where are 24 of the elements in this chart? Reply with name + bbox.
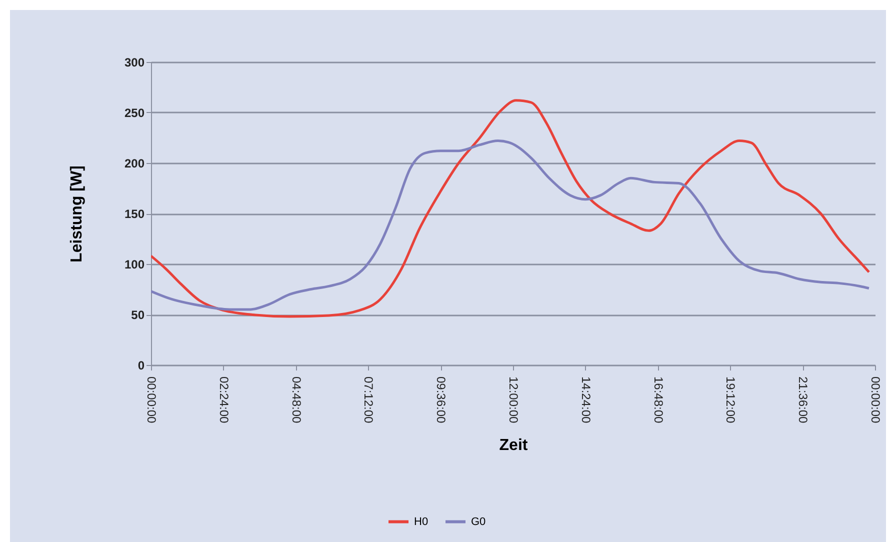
- x-axis-title: Zeit: [499, 437, 528, 454]
- legend-label: G0: [471, 516, 486, 528]
- y-axis-title: Leistung [W]: [68, 166, 86, 262]
- y-tick-label: 250: [124, 106, 145, 120]
- x-tick-label: 00:00:00: [868, 376, 882, 424]
- x-tick-label: 19:12:00: [724, 376, 738, 424]
- y-tick-label: 50: [131, 308, 145, 322]
- x-tick-label: 04:48:00: [289, 376, 304, 424]
- y-tick-label: 150: [124, 207, 145, 221]
- x-tick-label: 12:00:00: [506, 376, 520, 424]
- x-tick-label: 00:00:00: [144, 376, 158, 424]
- x-tick-label: 14:24:00: [578, 376, 593, 424]
- y-tick-label: 100: [124, 258, 145, 272]
- x-tick-label: 02:24:00: [216, 376, 231, 424]
- y-tick-label: 200: [124, 156, 145, 170]
- line-series: [151, 140, 870, 311]
- x-tick-label: 09:36:00: [434, 376, 448, 424]
- y-tick-label: 0: [138, 358, 145, 372]
- x-tick-label: 16:48:00: [651, 376, 666, 424]
- x-tick-label: 07:12:00: [362, 376, 376, 424]
- x-tick-label: 21:36:00: [796, 376, 810, 424]
- line-series: [151, 99, 870, 318]
- y-tick-label: 300: [124, 56, 145, 70]
- legend-label: H0: [414, 516, 428, 528]
